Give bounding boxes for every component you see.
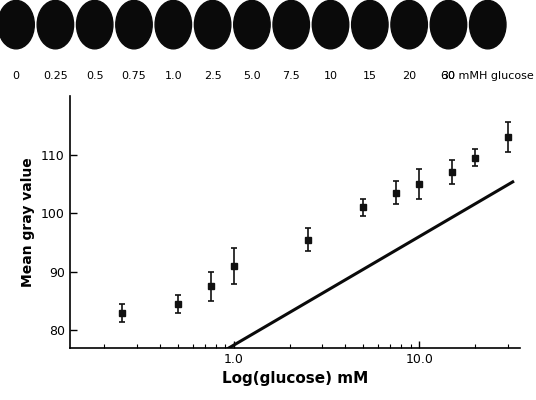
Ellipse shape <box>77 0 113 49</box>
Text: 30: 30 <box>442 71 456 81</box>
Text: 20: 20 <box>402 71 416 81</box>
Ellipse shape <box>234 0 270 49</box>
Text: 15: 15 <box>363 71 377 81</box>
Text: 5.0: 5.0 <box>243 71 260 81</box>
Text: 0.75: 0.75 <box>122 71 146 81</box>
Ellipse shape <box>391 0 427 49</box>
Y-axis label: Mean gray value: Mean gray value <box>21 157 35 287</box>
Text: 60 mMH glucose: 60 mMH glucose <box>441 71 534 81</box>
Text: 0.5: 0.5 <box>86 71 103 81</box>
Ellipse shape <box>195 0 231 49</box>
Text: 2.5: 2.5 <box>204 71 221 81</box>
Ellipse shape <box>312 0 349 49</box>
Text: 1.0: 1.0 <box>165 71 182 81</box>
Ellipse shape <box>116 0 152 49</box>
Text: 10: 10 <box>324 71 338 81</box>
Text: 0.25: 0.25 <box>43 71 68 81</box>
Ellipse shape <box>0 0 34 49</box>
Ellipse shape <box>37 0 73 49</box>
Ellipse shape <box>273 0 309 49</box>
Ellipse shape <box>155 0 191 49</box>
Ellipse shape <box>470 0 506 49</box>
Text: 0: 0 <box>12 71 20 81</box>
Text: 7.5: 7.5 <box>282 71 300 81</box>
Ellipse shape <box>352 0 388 49</box>
Ellipse shape <box>430 0 467 49</box>
X-axis label: Log(glucose) mM: Log(glucose) mM <box>222 372 368 386</box>
